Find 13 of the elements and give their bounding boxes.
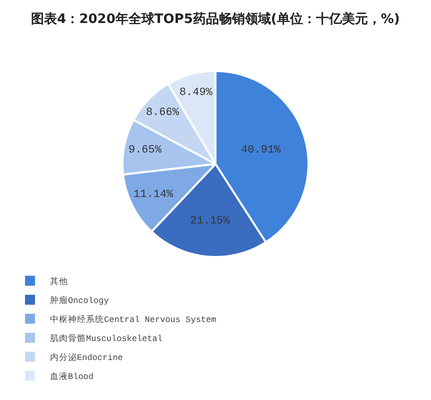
data-label: 8.49% (179, 87, 213, 99)
chart-title: 图表4：2020年全球TOP5药品畅销领域(单位：十亿美元，%) (31, 11, 400, 28)
data-label: 21.15% (190, 215, 230, 228)
data-label: 40.91% (241, 144, 282, 157)
legend-label: 肌肉骨骼Musculoskeletal (50, 333, 163, 344)
legend-label: 血液Blood (50, 371, 94, 382)
legend-label: 其他 (50, 276, 68, 288)
data-label: 8.66% (146, 107, 180, 120)
data-label: 11.14% (134, 188, 174, 201)
data-label: 9.65% (128, 144, 162, 156)
legend-label: 肿瘤Oncology (50, 295, 109, 306)
legend-label: 中枢神经系统Central Nervous System (50, 314, 216, 326)
legend-label: 内分泌Endocrine (50, 352, 123, 364)
